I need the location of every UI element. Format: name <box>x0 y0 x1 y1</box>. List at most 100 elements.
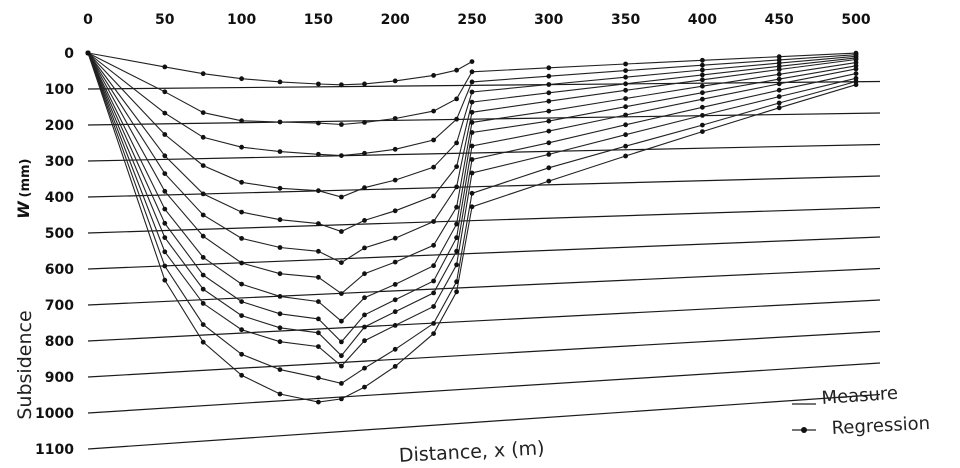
series-1-point-10 <box>431 73 436 78</box>
svg-text:Subsidence: Subsidence <box>14 310 36 419</box>
series-4-point-8 <box>362 185 367 191</box>
series-1-point-3 <box>200 71 206 77</box>
series-9-point-17 <box>853 66 859 72</box>
series-1-point-12 <box>469 59 475 64</box>
series-2-point-9 <box>392 116 398 121</box>
series-13-point-1 <box>85 50 91 56</box>
series-4-point-6 <box>316 188 321 194</box>
series-12-point-7 <box>339 381 344 386</box>
series-2-point-10 <box>431 108 436 114</box>
series-11-point-10 <box>431 304 436 309</box>
series-9-point-8 <box>362 312 367 318</box>
series-13-point-16 <box>776 105 782 111</box>
series-12-point-6 <box>316 375 321 381</box>
grid-lines <box>87 80 881 450</box>
series-12-point-3 <box>200 322 206 327</box>
series-11-point-6 <box>316 344 321 349</box>
series-4-point-4 <box>239 179 245 185</box>
series-7-point-4 <box>239 260 245 266</box>
y-tick-800: 800 <box>45 334 74 350</box>
legend-measure-label: Measure <box>821 383 899 409</box>
series-4-point-5 <box>277 185 283 191</box>
legend-regression-label: Regression <box>831 413 930 439</box>
series-4-point-2 <box>162 132 168 137</box>
series-8-point-10 <box>431 263 436 269</box>
series-13-point-5 <box>277 391 283 397</box>
y-tick-300: 300 <box>45 154 74 170</box>
series-12-point-8 <box>362 365 367 371</box>
x-tick-200: 200 <box>381 12 410 28</box>
series-5-point-15 <box>700 72 705 78</box>
series-7-point-2 <box>162 188 168 194</box>
series-10-point-9 <box>392 309 398 315</box>
series-12-point-11 <box>454 279 459 285</box>
series-9-point-6 <box>316 316 321 322</box>
series-9-point-13 <box>546 128 552 134</box>
series-10-point-6 <box>316 330 321 336</box>
series-9-point-12 <box>469 143 475 149</box>
series-5-point-13 <box>546 90 552 96</box>
series-13-point-17 <box>853 82 859 88</box>
series-7-point-7 <box>339 291 344 296</box>
grid-line-300 <box>87 143 881 162</box>
series-5-point-10 <box>431 193 436 199</box>
series-13-point-15 <box>700 129 705 135</box>
series-8-point-16 <box>776 76 782 82</box>
series-5-point-8 <box>362 218 367 223</box>
x-tick-100: 100 <box>227 12 256 28</box>
grid-line-100 <box>87 80 881 90</box>
series-5-point-9 <box>392 208 398 214</box>
grid-line-600 <box>87 236 881 270</box>
y-axis-title: Subsidence W (mm) <box>14 159 36 420</box>
series-9-point-14 <box>623 112 628 118</box>
series-7-point-10 <box>431 242 436 248</box>
series-3-point-5 <box>277 149 283 155</box>
series-3-point-10 <box>431 137 436 143</box>
series-4-point-3 <box>200 163 206 169</box>
series-7-point-5 <box>277 271 283 277</box>
series-7-point-14 <box>623 96 628 101</box>
legend: Measure Regression <box>792 383 931 439</box>
series-12-point-15 <box>700 122 705 128</box>
series-13-point-10 <box>431 331 436 336</box>
series-1-point-7 <box>339 82 344 88</box>
x-tick-500: 500 <box>841 12 870 28</box>
series-11-point-7 <box>339 363 344 369</box>
series-markers <box>85 50 859 405</box>
y-axis-title-prefix: Subsidence <box>14 310 36 419</box>
series-2-point-14 <box>623 61 628 67</box>
series-6-point-11 <box>454 184 459 190</box>
series-8-point-9 <box>392 282 398 287</box>
series-12-point-10 <box>431 321 436 326</box>
legend-regression-marker <box>801 427 807 433</box>
series-1-point-2 <box>162 64 168 70</box>
series-7-point-9 <box>392 259 398 265</box>
series-1-point-5 <box>277 79 283 85</box>
series-2-point-12 <box>469 69 475 75</box>
series-5-point-6 <box>316 221 321 227</box>
series-6-point-14 <box>623 87 628 93</box>
series-1-point-9 <box>392 78 398 84</box>
series-lines <box>87 52 857 403</box>
series-6-point-16 <box>776 67 782 72</box>
series-line-13 <box>87 52 857 403</box>
series-9-point-5 <box>277 311 283 317</box>
series-4-point-11 <box>454 140 459 146</box>
series-5-point-14 <box>623 81 628 87</box>
series-10-point-11 <box>454 248 459 254</box>
series-12-point-2 <box>162 263 168 269</box>
series-4-point-14 <box>623 74 628 80</box>
series-6-point-6 <box>316 248 321 254</box>
series-3-point-15 <box>700 62 705 68</box>
series-12-point-9 <box>392 346 398 352</box>
series-9-point-2 <box>162 220 168 226</box>
x-tick-250: 250 <box>457 12 486 28</box>
y-tick-labels: 0 100 200 300 400 500 600 700 800 900 1000 1100 <box>35 46 74 458</box>
svg-text:(mm): (mm) <box>18 159 33 198</box>
y-tick-500: 500 <box>45 226 74 242</box>
series-6-point-2 <box>162 171 168 177</box>
series-8-point-2 <box>162 206 168 212</box>
grid-line-500 <box>87 206 881 234</box>
series-10-point-2 <box>162 235 168 241</box>
